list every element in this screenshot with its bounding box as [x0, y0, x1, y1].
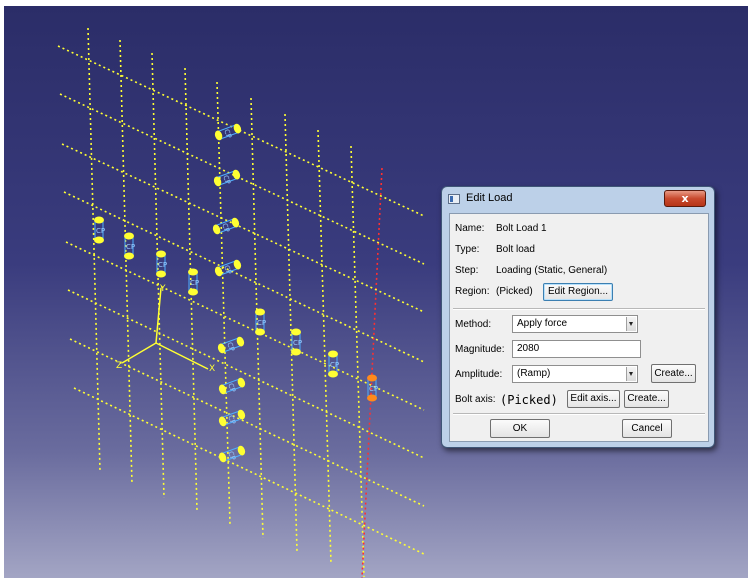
svg-text:CP: CP	[226, 382, 237, 393]
name-value: Bolt Load 1	[496, 223, 547, 234]
mesh-line-vertical	[151, 52, 165, 499]
svg-text:CP: CP	[330, 361, 339, 369]
type-label: Type:	[455, 244, 480, 255]
method-select[interactable]: Apply force	[512, 315, 638, 333]
edit-region-button[interactable]: Edit Region...	[543, 283, 613, 301]
bolt-symbol[interactable]: CP	[156, 250, 167, 278]
mesh-line-vertical	[284, 113, 298, 553]
mesh-grid-lines	[57, 27, 425, 578]
mesh-line-vertical	[216, 81, 231, 525]
mesh-line-horizontal	[59, 93, 425, 265]
triad-x-axis	[155, 342, 209, 370]
bolt-symbol[interactable]: CP	[214, 259, 243, 279]
coordinate-triad: X Y Z	[116, 284, 215, 374]
triad-y-axis	[155, 287, 162, 344]
edit-load-dialog[interactable]: Edit Load x Name: Bolt Load 1 Type: Bolt…	[441, 186, 715, 448]
bolt-symbol[interactable]: CP	[291, 328, 302, 356]
separator	[453, 413, 705, 415]
method-label: Method:	[455, 319, 492, 330]
ok-button[interactable]: OK	[490, 419, 550, 438]
amplitude-create-button[interactable]: Create...	[651, 364, 696, 383]
method-value: Apply force	[517, 318, 568, 329]
step-value: Loading (Static, General)	[496, 265, 608, 276]
bolt-symbol[interactable]: CP	[214, 123, 243, 143]
separator	[453, 308, 705, 310]
mesh-line-horizontal	[67, 289, 425, 459]
mesh-line-horizontal	[73, 387, 425, 555]
mesh-scene: CP CP CP CP CP CP CP CP CP CP CP CP CP CP CP CP X Y Z	[57, 27, 425, 578]
svg-text:CP: CP	[221, 174, 232, 185]
svg-text:CP: CP	[190, 279, 199, 287]
name-label: Name:	[455, 223, 485, 234]
magnitude-label: Magnitude:	[455, 344, 505, 355]
mesh-line-horizontal	[57, 45, 425, 217]
bolt-symbols: CP CP CP CP CP CP CP CP CP CP CP CP CP CP CP CP	[94, 123, 378, 465]
window-icon	[448, 194, 460, 204]
mesh-line-horizontal	[63, 191, 425, 363]
magnitude-input[interactable]: 2080	[512, 340, 641, 358]
bolt-symbol-selected[interactable]: CP	[367, 374, 378, 402]
triad-y-label: Y	[159, 284, 166, 294]
bolt-axis-label: Bolt axis:	[455, 394, 496, 405]
mesh-line-vertical	[250, 97, 264, 539]
svg-text:CP: CP	[225, 341, 236, 352]
close-button[interactable]: x	[664, 190, 706, 207]
amplitude-value: (Ramp)	[517, 368, 551, 379]
triad-x-label: X	[209, 364, 215, 374]
mesh-line-horizontal	[61, 143, 425, 313]
svg-text:CP: CP	[293, 339, 302, 347]
mesh-line-highlighted	[361, 167, 383, 578]
dialog-titlebar[interactable]: Edit Load x	[442, 187, 714, 211]
magnitude-value: 2080	[517, 343, 540, 354]
svg-text:CP: CP	[126, 243, 135, 251]
region-value: (Picked)	[496, 286, 533, 297]
edit-axis-button[interactable]: Edit axis...	[567, 390, 620, 408]
svg-text:CP: CP	[226, 414, 237, 425]
svg-text:CP: CP	[222, 264, 233, 275]
mesh-line-horizontal	[65, 241, 425, 411]
mesh-line-horizontal	[69, 338, 425, 507]
bolt-symbol[interactable]: CP	[218, 377, 247, 397]
step-label: Step:	[455, 265, 479, 276]
amplitude-select[interactable]: (Ramp)	[512, 365, 638, 383]
bolt-symbol[interactable]: CP	[124, 232, 135, 260]
mesh-line-vertical	[87, 27, 101, 472]
bolt-symbol[interactable]: CP	[218, 409, 247, 429]
svg-text:CP: CP	[226, 450, 237, 461]
svg-text:CP: CP	[257, 319, 266, 327]
bolt-symbol[interactable]: CP	[218, 445, 247, 465]
mesh-line-vertical	[119, 39, 133, 485]
mesh-line-vertical	[317, 129, 332, 565]
bolt-symbol[interactable]: CP	[213, 169, 242, 189]
bolt-symbol[interactable]: CP	[188, 268, 199, 296]
dialog-title: Edit Load	[466, 192, 513, 204]
bolt-symbol[interactable]: CP	[217, 336, 246, 356]
bolt-symbol[interactable]: CP	[94, 216, 105, 244]
region-label: Region:	[455, 286, 490, 297]
svg-text:CP: CP	[369, 385, 378, 393]
svg-text:CP: CP	[220, 222, 231, 233]
svg-text:CP: CP	[96, 227, 105, 235]
triad-z-axis	[121, 342, 157, 364]
amplitude-label: Amplitude:	[455, 369, 503, 380]
bolt-axis-create-button[interactable]: Create...	[624, 390, 669, 408]
type-value: Bolt load	[496, 244, 535, 255]
svg-text:CP: CP	[158, 261, 167, 269]
svg-text:CP: CP	[222, 128, 233, 139]
dialog-panel: Name: Bolt Load 1 Type: Bolt load Step: …	[449, 213, 709, 442]
mesh-line-vertical	[350, 145, 365, 578]
cancel-button[interactable]: Cancel	[622, 419, 672, 438]
chevron-down-icon[interactable]	[626, 317, 636, 331]
bolt-axis-value: (Picked)	[500, 393, 558, 407]
chevron-down-icon[interactable]	[626, 367, 636, 381]
bolt-symbol[interactable]: CP	[328, 350, 339, 378]
bolt-symbol[interactable]: CP	[255, 308, 266, 336]
triad-z-label: Z	[116, 361, 122, 371]
bolt-symbol[interactable]: CP	[212, 217, 241, 237]
